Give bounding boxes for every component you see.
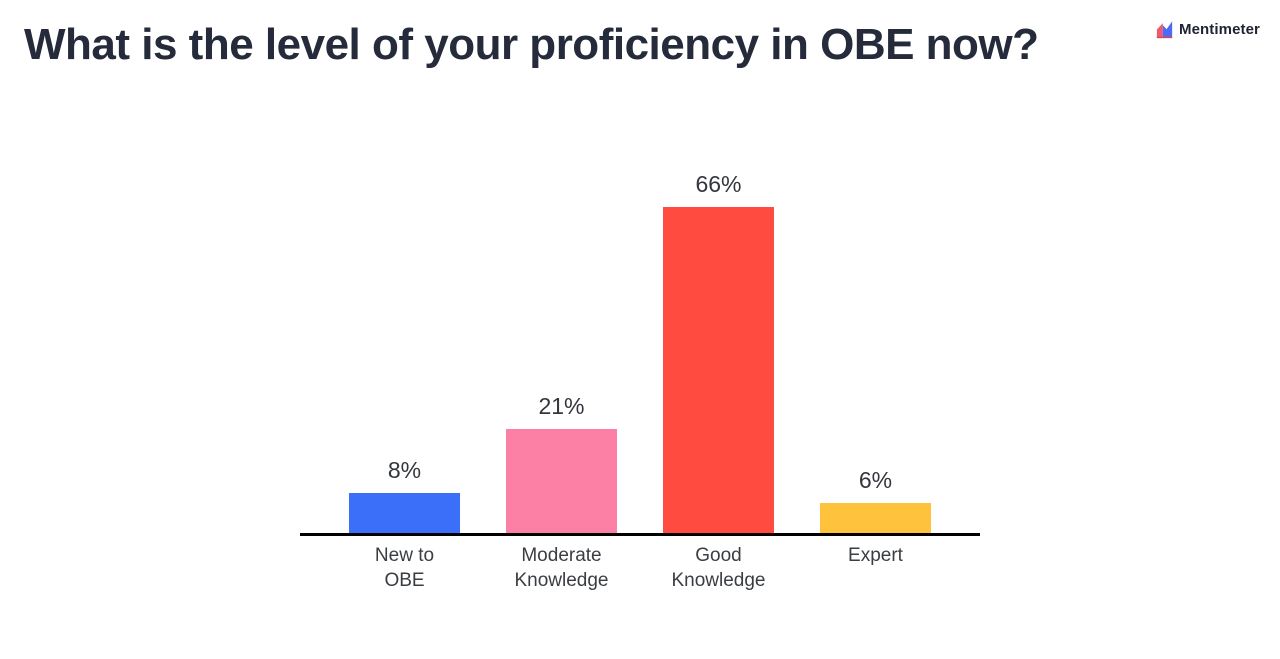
- bar-group: 66%: [663, 171, 774, 533]
- bar-value-label: 66%: [695, 171, 742, 197]
- bar: [506, 429, 617, 533]
- bar-group: 21%: [506, 393, 617, 533]
- category-labels-row: New to OBE Moderate Knowledge Good Knowled…: [300, 543, 980, 593]
- bar: [820, 503, 931, 533]
- mentimeter-logo-icon: [1156, 21, 1173, 39]
- category-label: New to OBE: [374, 545, 435, 591]
- mentimeter-logo-text: Mentimeter: [1178, 21, 1260, 38]
- category-label: Moderate Knowledge: [514, 545, 609, 591]
- page-title: What is the level of your proficiency in…: [24, 20, 1039, 69]
- bar-group: 6%: [820, 467, 931, 533]
- bar: [663, 207, 774, 533]
- bar-chart: 8% 21% 66% 6% New to OBE Moderate Knowledge G…: [300, 170, 980, 593]
- bar-value-label: 6%: [858, 467, 893, 493]
- bar-group: 8%: [349, 457, 460, 533]
- category-label: Good Knowledge: [671, 545, 766, 591]
- mentimeter-branding: Mentimeter: [1156, 20, 1260, 39]
- bar-value-label: 8%: [387, 457, 422, 483]
- x-axis-line: [300, 533, 980, 536]
- bar-value-label: 21%: [538, 393, 585, 419]
- category-label: Expert: [848, 545, 903, 566]
- bars-area: 8% 21% 66% 6%: [300, 170, 980, 533]
- bar: [349, 493, 460, 533]
